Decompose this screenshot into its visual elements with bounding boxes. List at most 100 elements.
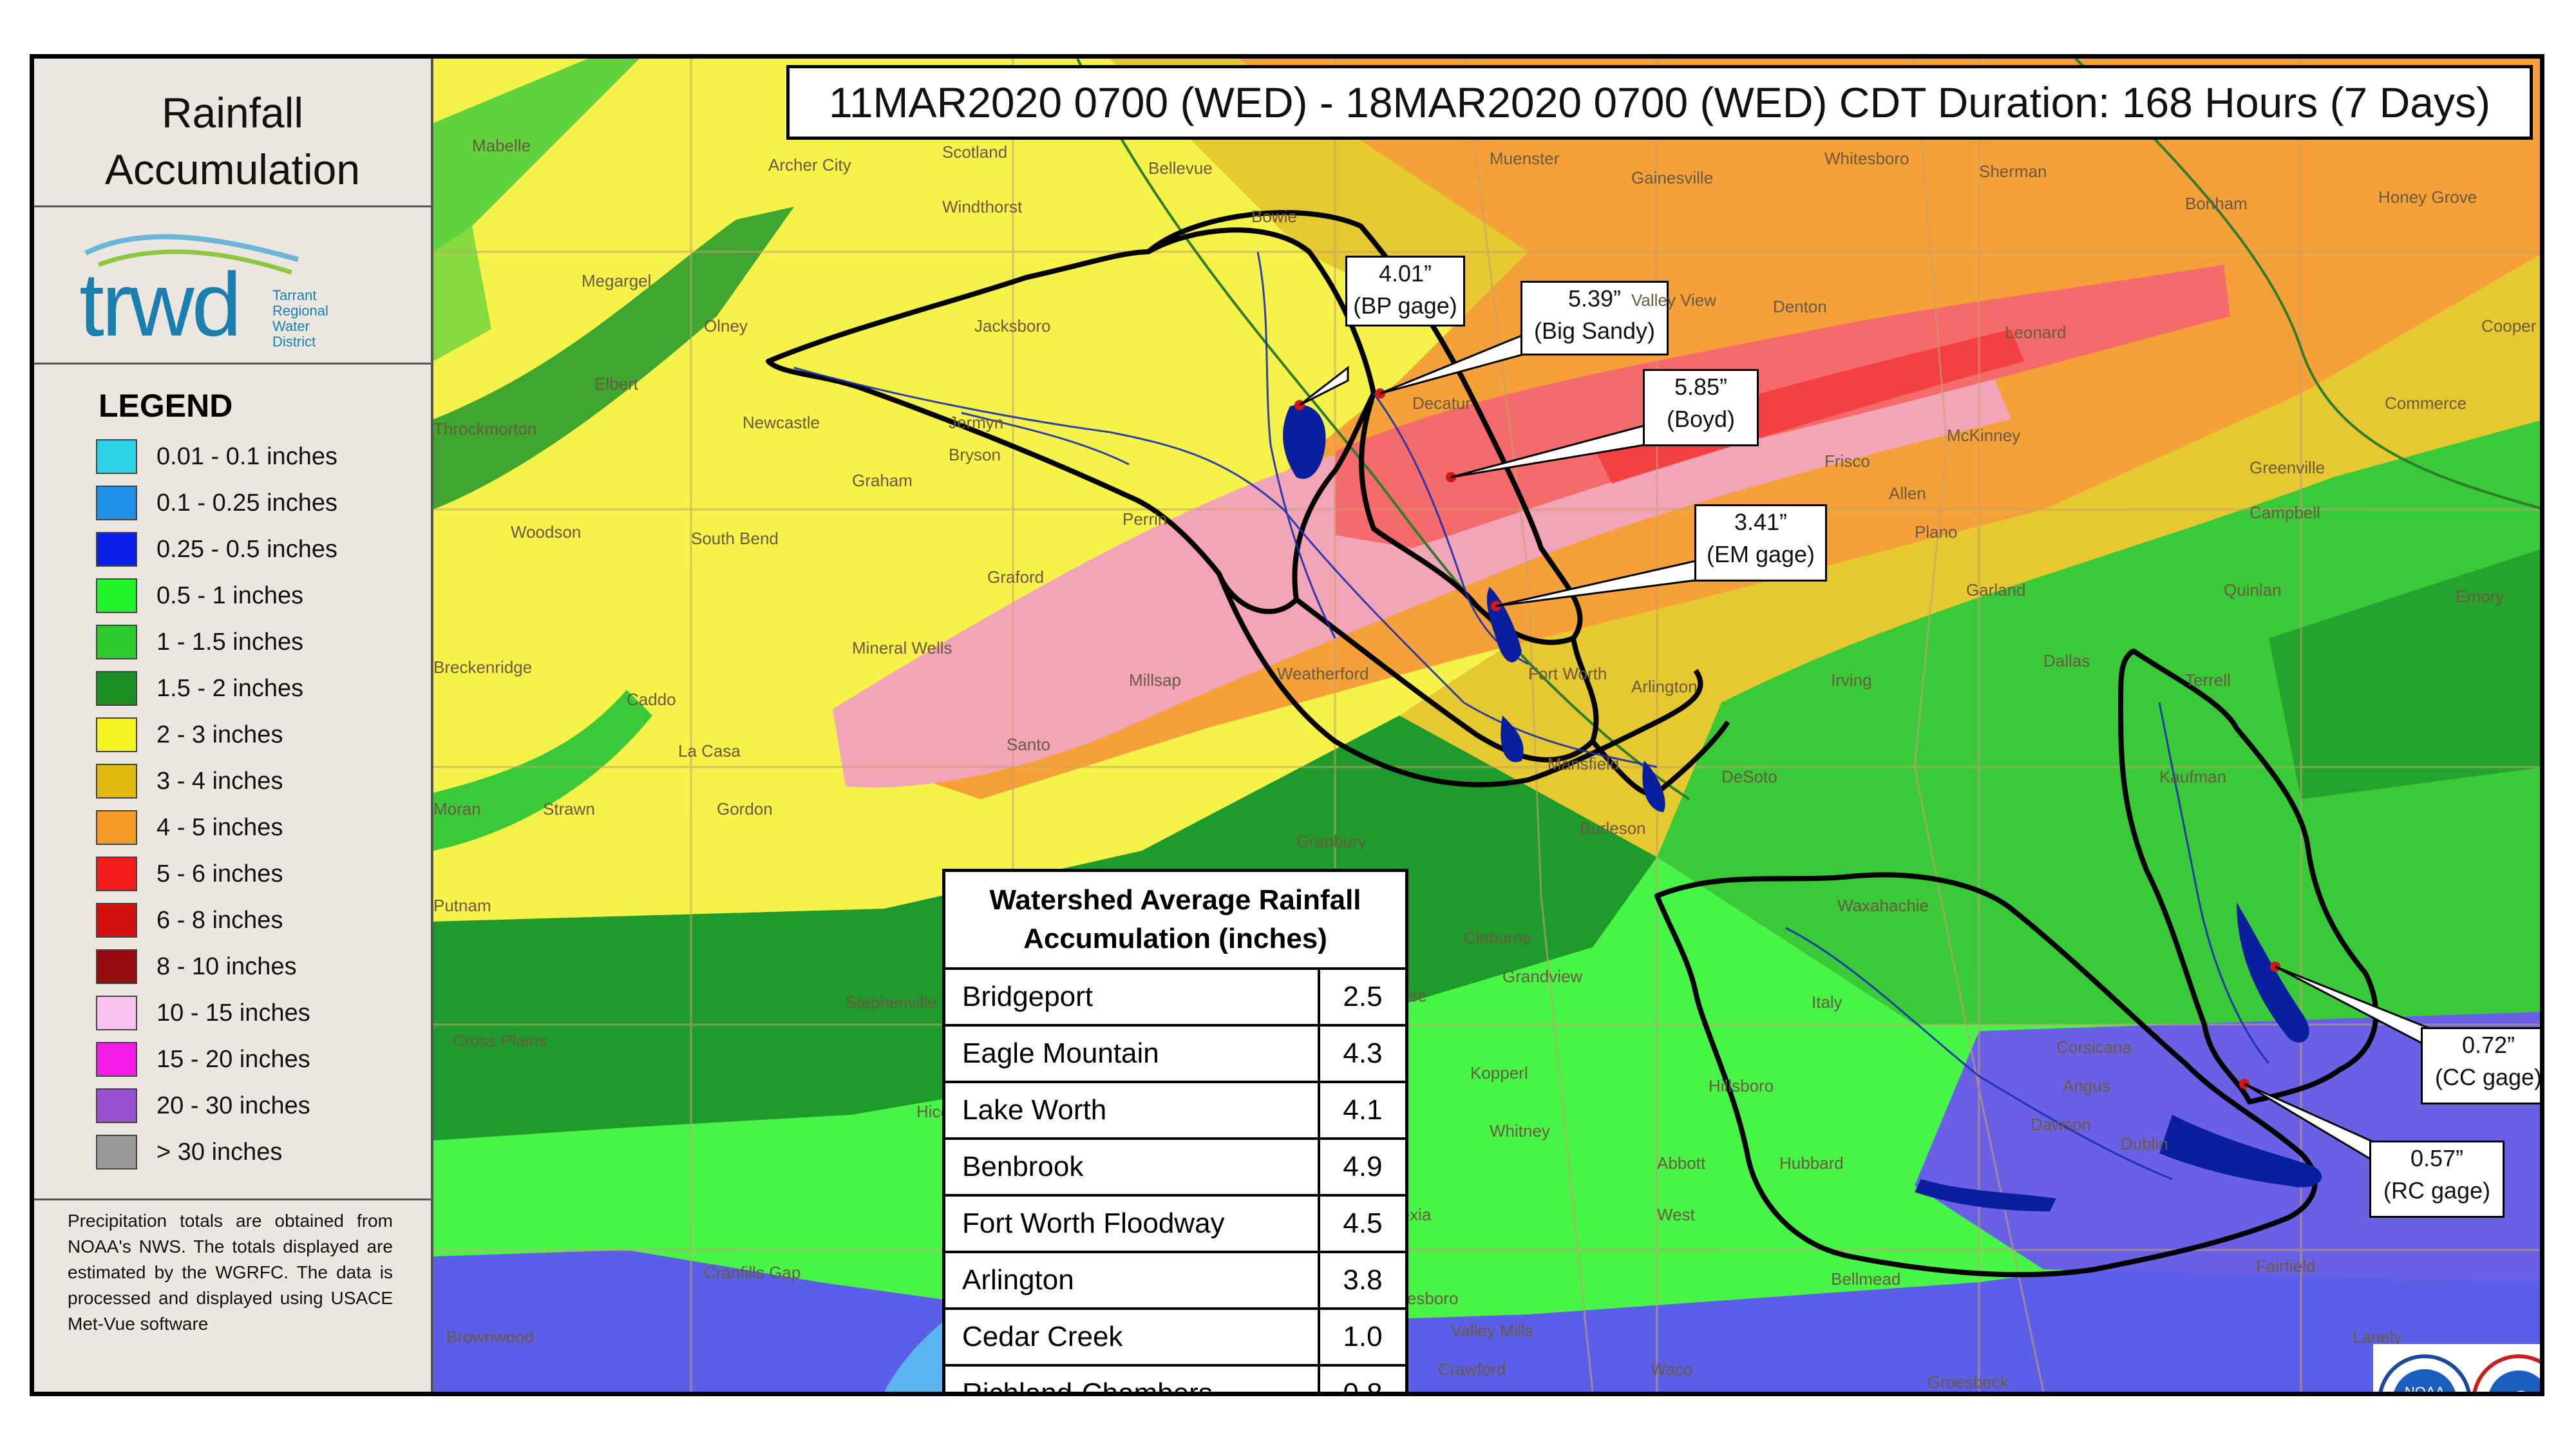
table-row: Richland-Chambers 0.8 bbox=[944, 1365, 1407, 1396]
watershed-value: 0.8 bbox=[1319, 1365, 1407, 1396]
legend-item: > 30 inches bbox=[96, 1134, 282, 1170]
watershed-name: Fort Worth Floodway bbox=[944, 1195, 1320, 1252]
table-row: Eagle Mountain 4.3 bbox=[944, 1025, 1407, 1082]
legend-item: 1.5 - 2 inches bbox=[96, 670, 303, 706]
rainfall-map-canvas bbox=[433, 59, 2544, 1392]
callout-cc-value: 0.72” bbox=[2423, 1029, 2544, 1061]
legend-item: 5 - 6 inches bbox=[96, 856, 283, 892]
watershed-value: 4.1 bbox=[1319, 1082, 1407, 1139]
legend-title: LEGEND bbox=[99, 387, 232, 424]
legend-label: 20 - 30 inches bbox=[156, 1092, 310, 1120]
watershed-value: 3.8 bbox=[1319, 1252, 1407, 1309]
divider bbox=[34, 205, 431, 207]
agency-logos: NOAA bbox=[2373, 1344, 2544, 1396]
legend-swatch bbox=[96, 1088, 137, 1123]
callout-cc-label: (CC gage) bbox=[2423, 1061, 2544, 1094]
watershed-rainfall-table: Watershed Average Rainfall Accumulation … bbox=[942, 869, 1408, 1396]
callout-rc-value: 0.57” bbox=[2371, 1142, 2503, 1175]
sidebar-title-line2: Accumulation bbox=[34, 141, 431, 198]
legend-swatch bbox=[96, 671, 137, 706]
legend-item: 3 - 4 inches bbox=[96, 763, 283, 799]
watershed-value: 1.0 bbox=[1319, 1309, 1407, 1365]
logo-subtext-line: District bbox=[272, 334, 328, 350]
legend-swatch bbox=[96, 903, 137, 938]
legend-swatch bbox=[96, 996, 137, 1030]
callout-boyd-label: (Boyd) bbox=[1645, 403, 1757, 435]
callout-cc-gage: 0.72” (CC gage) bbox=[2421, 1027, 2544, 1104]
legend-label: 1 - 1.5 inches bbox=[156, 629, 303, 656]
legend-item: 8 - 10 inches bbox=[96, 949, 297, 985]
table-header: Watershed Average Rainfall Accumulation … bbox=[944, 871, 1407, 969]
legend-swatch bbox=[96, 1135, 137, 1170]
callout-big-sandy: 5.39” (Big Sandy) bbox=[1520, 281, 1669, 355]
callout-em-label: (EM gage) bbox=[1696, 538, 1825, 571]
legend-label: 10 - 15 inches bbox=[156, 999, 310, 1027]
table-row: Bridgeport 2.5 bbox=[944, 969, 1407, 1025]
watershed-name: Bridgeport bbox=[944, 969, 1320, 1025]
sidebar: Rainfall Accumulation trwd Tarrant Regio… bbox=[34, 59, 433, 1392]
table-row: Benbrook 4.9 bbox=[944, 1139, 1407, 1195]
legend-item: 0.5 - 1 inches bbox=[96, 578, 303, 614]
legend-label: 15 - 20 inches bbox=[156, 1046, 310, 1074]
legend-label: 3 - 4 inches bbox=[156, 768, 283, 795]
legend-swatch bbox=[96, 439, 137, 474]
legend-label: 5 - 6 inches bbox=[156, 860, 283, 888]
legend-label: 4 - 5 inches bbox=[156, 814, 283, 842]
map-frame: 4.01” (BP gage) 5.39” (Big Sandy) 5.85” … bbox=[30, 54, 2544, 1396]
watershed-value: 4.3 bbox=[1319, 1025, 1407, 1082]
legend-label: > 30 inches bbox=[156, 1139, 282, 1166]
legend-item: 1 - 1.5 inches bbox=[96, 624, 303, 660]
noaa-text: NOAA bbox=[2405, 1384, 2445, 1396]
legend-swatch bbox=[96, 532, 137, 567]
table-row: Fort Worth Floodway 4.5 bbox=[944, 1195, 1407, 1252]
duration-title: 11MAR2020 0700 (WED) - 18MAR2020 0700 (W… bbox=[786, 65, 2533, 140]
legend-swatch bbox=[96, 625, 137, 659]
logo-wordmark: trwd bbox=[79, 260, 239, 350]
logo-subtext-line: Water bbox=[272, 319, 328, 334]
watershed-name: Benbrook bbox=[944, 1139, 1320, 1195]
agency-logos-canvas: NOAA bbox=[2373, 1344, 2544, 1396]
table-row: Cedar Creek 1.0 bbox=[944, 1309, 1407, 1365]
legend-label: 8 - 10 inches bbox=[156, 953, 297, 981]
legend-item: 2 - 3 inches bbox=[96, 717, 283, 753]
callout-boyd: 5.85” (Boyd) bbox=[1643, 369, 1759, 446]
callout-rc-label: (RC gage) bbox=[2371, 1175, 2503, 1207]
callout-em-gage: 3.41” (EM gage) bbox=[1694, 504, 1827, 582]
legend-label: 2 - 3 inches bbox=[156, 721, 283, 749]
legend-swatch bbox=[96, 578, 137, 613]
data-source-note: Precipitation totals are obtained from N… bbox=[68, 1208, 393, 1337]
legend-swatch bbox=[96, 717, 137, 752]
legend-label: 0.5 - 1 inches bbox=[156, 582, 303, 610]
table-row: Lake Worth 4.1 bbox=[944, 1082, 1407, 1139]
legend-item: 20 - 30 inches bbox=[96, 1088, 310, 1124]
legend-label: 0.1 - 0.25 inches bbox=[156, 489, 337, 517]
legend-swatch bbox=[96, 764, 137, 799]
legend-label: 0.25 - 0.5 inches bbox=[156, 536, 337, 564]
callout-big-sandy-value: 5.39” bbox=[1522, 283, 1667, 315]
legend-item: 0.1 - 0.25 inches bbox=[96, 485, 337, 521]
table-row: Arlington 3.8 bbox=[944, 1252, 1407, 1309]
legend-swatch bbox=[96, 810, 137, 845]
callout-em-value: 3.41” bbox=[1696, 506, 1825, 538]
logo-subtext-line: Regional bbox=[272, 303, 328, 319]
legend-swatch bbox=[96, 857, 137, 891]
legend-item: 10 - 15 inches bbox=[96, 995, 310, 1031]
legend-item: 0.01 - 0.1 inches bbox=[96, 439, 337, 475]
callout-bp-gage: 4.01” (BP gage) bbox=[1345, 256, 1465, 327]
watershed-name: Cedar Creek bbox=[944, 1309, 1320, 1365]
legend-swatch bbox=[96, 1042, 137, 1077]
divider bbox=[34, 363, 431, 365]
logo-subtext-line: Tarrant bbox=[272, 288, 328, 303]
watershed-value: 4.5 bbox=[1319, 1195, 1407, 1252]
watershed-name: Richland-Chambers bbox=[944, 1365, 1320, 1396]
callout-boyd-value: 5.85” bbox=[1645, 371, 1757, 403]
sidebar-title-line1: Rainfall bbox=[34, 84, 431, 141]
watershed-name: Eagle Mountain bbox=[944, 1025, 1320, 1082]
watershed-value: 4.9 bbox=[1319, 1139, 1407, 1195]
legend-label: 6 - 8 inches bbox=[156, 907, 283, 934]
watershed-name: Arlington bbox=[944, 1252, 1320, 1309]
callout-big-sandy-label: (Big Sandy) bbox=[1522, 315, 1667, 347]
legend-item: 15 - 20 inches bbox=[96, 1041, 310, 1077]
legend-item: 4 - 5 inches bbox=[96, 810, 283, 846]
legend-swatch bbox=[96, 486, 137, 520]
